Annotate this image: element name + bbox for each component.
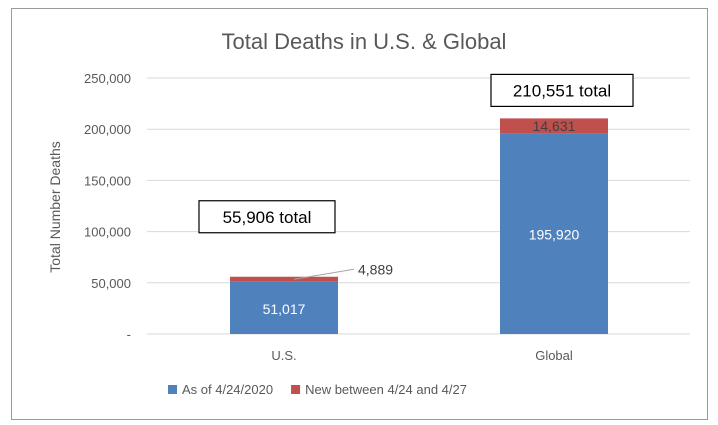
y-axis-title: Total Number Deaths: [47, 141, 63, 273]
y-axis-ticks: - 50,000 100,000 150,000 200,000 250,000: [84, 71, 131, 342]
legend-label: As of 4/24/2020: [182, 382, 273, 397]
data-label: 4,889: [358, 261, 393, 277]
legend-swatch: [168, 385, 177, 394]
total-box: [198, 200, 336, 234]
y-tick-label: 100,000: [84, 225, 131, 240]
y-tick-label: 150,000: [84, 173, 131, 188]
chart-title: Total Deaths in U.S. & Global: [222, 29, 507, 54]
total-callouts: 55,906 total 210,551 total: [198, 73, 634, 234]
bar-segment: [230, 276, 338, 282]
y-tick-label: -: [127, 327, 131, 342]
x-category-label: Global: [535, 348, 573, 363]
legend-swatch: [291, 385, 301, 394]
total-label: 55,906 total: [223, 208, 312, 227]
y-tick-label: 50,000: [91, 276, 131, 291]
bar-segment: [500, 133, 608, 334]
data-label: 14,631: [533, 118, 576, 134]
bar-segment: [230, 281, 338, 334]
bar-segment: [500, 118, 608, 134]
bars: [230, 118, 608, 334]
data-label: 195,920: [529, 227, 580, 243]
x-category-label: U.S.: [271, 348, 296, 363]
leader-line: [293, 268, 355, 280]
legend: As of 4/24/2020 New between 4/24 and 4/27: [168, 382, 467, 397]
y-tick-label: 250,000: [84, 71, 131, 86]
x-axis-categories: U.S. Global: [271, 348, 573, 363]
total-label: 210,551 total: [513, 81, 611, 100]
data-labels: 51,017 4,889 195,920 14,631: [263, 118, 580, 317]
legend-label: New between 4/24 and 4/27: [305, 382, 467, 397]
total-box: [490, 73, 634, 107]
data-label: 51,017: [263, 301, 306, 317]
y-tick-label: 200,000: [84, 122, 131, 137]
